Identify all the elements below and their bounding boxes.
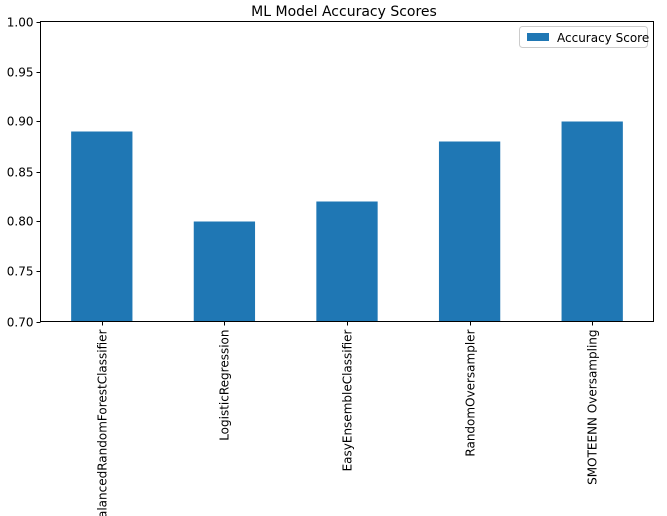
y-tick-label: 0.90 xyxy=(7,115,34,129)
x-tick-label: RandomOversampler xyxy=(464,329,478,456)
plot-frame xyxy=(40,21,654,322)
chart-title: ML Model Accuracy Scores xyxy=(251,4,437,20)
x-tick-label: EasyEnsembleClassifier xyxy=(341,329,355,471)
bar xyxy=(438,141,501,322)
bar xyxy=(193,221,256,322)
x-tick-label: SMOTEENN Oversampling xyxy=(586,330,600,485)
bar xyxy=(71,131,133,322)
y-tick-label: 0.70 xyxy=(7,316,34,330)
bars xyxy=(71,121,623,322)
legend-swatch xyxy=(527,33,549,41)
x-tick-label: LogisticRegression xyxy=(218,330,232,441)
y-tick-label: 0.75 xyxy=(7,265,34,279)
bar xyxy=(561,121,623,322)
x-axis: BalancedRandomForestClassifier LogisticRe… xyxy=(96,321,600,516)
y-axis: 0.70 0.75 0.80 0.85 0.90 0.95 1.00 xyxy=(7,16,41,330)
x-tick-label: BalancedRandomForestClassifier xyxy=(96,329,110,516)
legend: Accuracy Score xyxy=(519,26,649,48)
legend-box xyxy=(519,26,648,48)
y-tick-label: 0.80 xyxy=(7,215,34,229)
legend-label: Accuracy Score xyxy=(557,31,649,45)
y-tick-label: 0.95 xyxy=(7,66,34,80)
bar xyxy=(316,201,378,322)
y-tick-label: 0.85 xyxy=(7,166,34,180)
y-tick-label: 1.00 xyxy=(7,16,34,30)
